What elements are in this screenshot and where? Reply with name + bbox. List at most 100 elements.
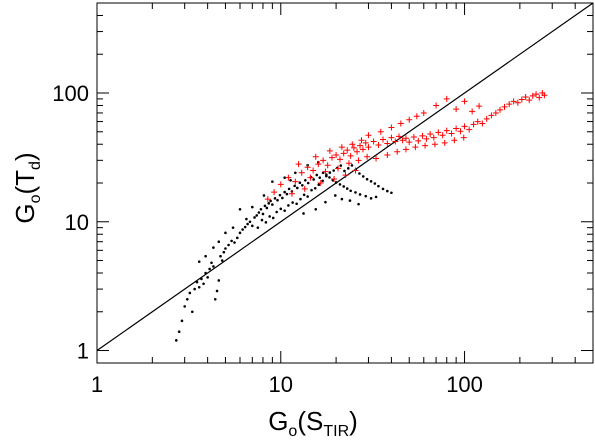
data-point-dot (287, 187, 291, 191)
data-point-plus (441, 139, 448, 146)
data-point-plus (377, 128, 384, 135)
data-point-plus (362, 139, 369, 146)
data-point-dot (222, 250, 226, 254)
data-point-plus (392, 138, 399, 145)
data-point-dot (377, 184, 380, 188)
data-point-plus (349, 141, 356, 148)
data-point-dot (358, 193, 362, 196)
data-point-dot (245, 217, 248, 221)
data-point-plus (422, 142, 429, 149)
data-point-dot (314, 207, 318, 211)
data-point-plus (375, 141, 382, 148)
data-point-dot (264, 221, 268, 224)
data-point-dot (257, 211, 261, 214)
data-point-plus (461, 123, 468, 130)
data-point-dot (345, 187, 349, 190)
data-point-dot (310, 188, 313, 192)
plot-frame (96, 2, 594, 364)
data-point-plus (501, 103, 508, 110)
data-point-plus (466, 126, 473, 133)
data-point-plus (461, 98, 468, 105)
data-point-dot (324, 200, 327, 204)
data-point-plus (435, 129, 442, 136)
data-point-plus (380, 136, 387, 143)
data-point-dot (275, 210, 278, 214)
data-point-plus (320, 157, 327, 164)
data-point-dot (298, 181, 302, 185)
data-point-dot (188, 291, 192, 295)
data-point-dot (294, 171, 297, 175)
data-point-plus (448, 130, 455, 137)
data-point-dot (267, 202, 271, 205)
data-point-plus (533, 91, 540, 98)
data-point-dot (183, 305, 186, 308)
data-point-dot (241, 228, 244, 231)
x-tick-label: 10 (269, 372, 293, 397)
data-point-plus (298, 169, 305, 176)
data-point-plus (301, 185, 308, 192)
data-point-plus (476, 103, 483, 110)
x-tick-label: 1 (91, 372, 103, 397)
data-point-plus (402, 146, 409, 153)
data-point-dot (273, 197, 277, 200)
data-point-dot (339, 164, 343, 167)
data-point-dot (374, 195, 378, 199)
data-point-plus (347, 152, 354, 159)
data-point-dot (265, 206, 269, 210)
data-point-dot (278, 193, 282, 197)
data-point-plus (488, 112, 495, 119)
data-point-dot (195, 280, 199, 284)
data-point-dot (276, 198, 279, 202)
data-point-dot (251, 205, 254, 209)
data-point-dot (313, 186, 317, 190)
data-point-plus (315, 161, 322, 168)
data-point-dot (343, 169, 346, 173)
data-point-dot (174, 339, 178, 342)
data-point-plus (384, 151, 391, 158)
data-point-dot (235, 236, 239, 240)
data-point-plus (310, 167, 317, 174)
data-point-dot (283, 176, 286, 179)
data-point-plus (292, 178, 299, 185)
data-point-dot (238, 231, 242, 235)
data-point-plus (410, 134, 417, 141)
data-point-plus (388, 134, 395, 141)
data-point-dot (261, 212, 265, 216)
data-point-dot (358, 172, 361, 175)
data-point-plus (336, 156, 343, 163)
data-point-dot (180, 319, 184, 323)
data-point-plus (474, 118, 481, 125)
data-point-dot (349, 189, 352, 193)
data-point-dot (338, 183, 342, 186)
data-point-plus (394, 148, 401, 155)
data-point-dot (212, 265, 215, 268)
data-point-dot (217, 279, 221, 282)
data-point-dot (285, 192, 289, 196)
data-point-plus (370, 138, 377, 145)
data-point-plus (451, 137, 458, 144)
data-point-dot (325, 174, 328, 178)
data-point-plus (329, 154, 336, 161)
data-point-plus (295, 161, 302, 168)
data-point-plus (354, 148, 361, 155)
data-point-dot (350, 164, 354, 167)
data-point-plus (331, 175, 338, 182)
data-point-dot (177, 330, 181, 334)
data-point-dot (233, 241, 236, 244)
data-point-dot (227, 243, 230, 247)
data-point-plus (510, 98, 517, 105)
data-point-plus (322, 168, 329, 175)
data-point-plus (352, 167, 359, 174)
data-point-dot (204, 254, 207, 258)
data-point-plus (518, 96, 525, 103)
data-point-plus (541, 92, 548, 99)
data-point-dot (204, 271, 207, 275)
svg-text:Go(STIR): Go(STIR) (268, 406, 358, 440)
data-point-dot (185, 297, 189, 301)
data-point-plus (536, 94, 543, 101)
data-point-plus (406, 116, 413, 123)
data-point-dot (268, 215, 271, 218)
data-point-dot (206, 276, 209, 279)
series-0 (174, 160, 393, 342)
data-point-dot (328, 176, 331, 179)
